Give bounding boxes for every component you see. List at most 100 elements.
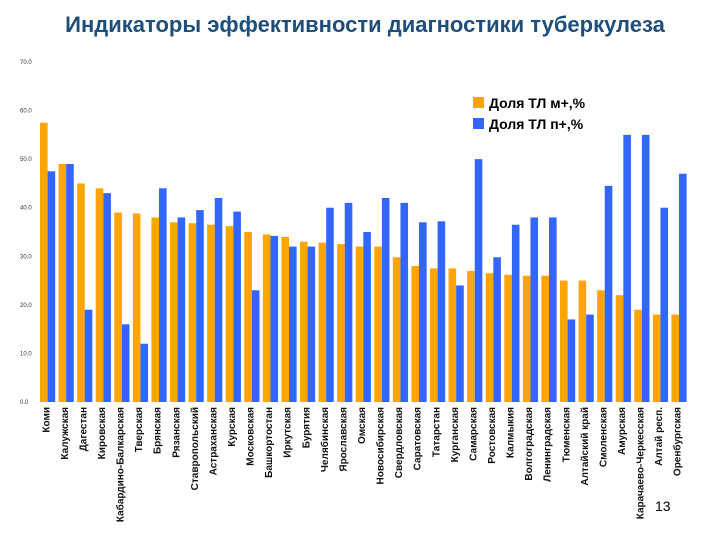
legend-label-series-2: Доля ТЛ п+,%: [489, 116, 584, 132]
x-category-label: Коми: [41, 407, 52, 433]
x-category-label: Брянская: [153, 407, 164, 454]
bar-series-2-19: [381, 198, 390, 402]
y-tick-label: 60.0: [20, 109, 32, 115]
bar-series-1-28: [541, 275, 550, 402]
bar-series-1-9: [188, 223, 197, 402]
bar-series-1-30: [578, 280, 587, 402]
bar-series-1-26: [504, 274, 512, 402]
bar-series-2-15: [307, 246, 316, 402]
bar-series-2-16: [326, 207, 334, 402]
bar-series-1-17: [337, 244, 345, 402]
bar-series-2-3: [84, 309, 93, 402]
bar-series-1-18: [355, 246, 364, 402]
bar-series-1-27: [522, 275, 531, 402]
x-category-label: Новосибирская: [375, 407, 387, 485]
x-category-label: Кабардино-Балкарская: [115, 407, 127, 522]
bar-series-2-10: [214, 198, 223, 402]
x-category-label: Рязанская: [171, 407, 182, 458]
x-category-label: Алтай респ.: [654, 407, 665, 466]
bar-series-2-17: [344, 202, 353, 402]
x-category-label: Саратовская: [413, 407, 424, 470]
bar-series-2-22: [437, 221, 446, 402]
bar-series-2-31: [604, 185, 613, 402]
y-tick-label: 50.0: [20, 157, 32, 163]
x-category-label: Ростовская: [487, 407, 498, 464]
x-category-label: Астраханская: [208, 407, 219, 476]
bar-series-1-1: [40, 122, 48, 403]
y-tick-label: 20.0: [20, 303, 32, 309]
legend: Доля ТЛ м+,% Доля ТЛ п+,%: [473, 95, 586, 132]
bar-series-2-12: [251, 290, 260, 402]
bar-series-1-12: [244, 232, 252, 402]
y-tick-label: 0.0: [20, 400, 29, 406]
legend-swatch-series-2: [473, 118, 484, 129]
bar-series-2-20: [400, 202, 409, 402]
x-category-label: Тверская: [134, 407, 145, 453]
x-axis-labels: Коми Калужская Дагестан Кировская Кабардино-…: [41, 407, 683, 522]
x-category-label: Самарская: [468, 407, 479, 461]
bar-series-1-33: [634, 309, 642, 402]
bar-series-1-21: [411, 266, 420, 402]
bar-series-1-24: [467, 270, 475, 402]
bar-series-2-2: [66, 164, 74, 402]
legend-label-series-1: Доля ТЛ м+,%: [489, 95, 586, 111]
bar-series-1-29: [560, 280, 568, 402]
bar-series-1-15: [300, 241, 308, 402]
bar-series-1-31: [597, 290, 605, 402]
bar-series-2-29: [567, 319, 576, 402]
y-tick-label: 70.0: [20, 60, 32, 66]
x-category-label: Амурская: [617, 407, 628, 455]
x-category-label: Смоленская: [598, 407, 609, 467]
bar-series-1-4: [95, 188, 104, 402]
bar-series-2-18: [363, 232, 371, 402]
bar-series-1-11: [225, 226, 234, 402]
bar-series-1-19: [374, 246, 382, 402]
bar-series-2-24: [474, 159, 483, 402]
x-category-label: Кировская: [97, 407, 108, 459]
y-tick-label: 40.0: [20, 206, 32, 212]
bar-series-1-3: [77, 183, 85, 402]
bar-series-1-25: [485, 273, 494, 402]
x-category-label: Калмыкия: [506, 407, 517, 458]
x-category-label: Алтайский край: [580, 407, 591, 486]
bar-series-2-23: [456, 285, 464, 402]
x-category-label: Омская: [357, 407, 368, 444]
x-category-label: Свердловская: [394, 407, 405, 478]
slide-title: Индикаторы эффективности диагностики туб…: [65, 12, 665, 37]
bar-series-1-5: [114, 212, 122, 402]
x-category-label: Курская: [227, 407, 238, 447]
bar-series-2-33: [641, 134, 650, 403]
x-category-label: Курганская: [450, 407, 461, 463]
bar-series-1-2: [58, 164, 67, 402]
bar-series-1-23: [448, 268, 457, 402]
bar-series-2-13: [270, 235, 279, 402]
bar-series-2-30: [586, 314, 594, 402]
bar-series-2-7: [159, 188, 167, 402]
bar-series-2-8: [177, 217, 186, 402]
legend-swatch-series-1: [473, 97, 484, 108]
bar-series-1-20: [392, 257, 401, 402]
bar-series-2-6: [140, 343, 149, 402]
x-category-label: Карачаево-Черкесская: [636, 407, 647, 519]
page-number: 13: [655, 498, 671, 514]
bar-series-2-35: [679, 173, 687, 402]
bar-series-2-28: [549, 217, 557, 402]
x-category-label: Башкортостан: [264, 407, 275, 478]
bar-series-2-32: [623, 134, 631, 403]
x-category-label: Ленинградская: [543, 407, 554, 482]
x-category-label: Калужская: [60, 407, 71, 460]
y-tick-label: 10.0: [20, 351, 32, 357]
y-axis: 0.0 10.0 20.0 30.0 40.0 50.0 60.0 70.0: [20, 60, 32, 406]
bar-series-1-32: [615, 295, 624, 402]
x-category-label: Московская: [246, 407, 257, 466]
x-category-label: Дагестан: [78, 407, 89, 451]
x-category-label: Оренбургская: [672, 407, 684, 476]
bar-series-2-11: [233, 211, 241, 402]
bar-series-2-9: [196, 210, 204, 402]
bar-series-1-13: [262, 234, 271, 402]
bar-series-2-34: [660, 207, 669, 402]
bar-series-2-25: [493, 257, 501, 402]
x-category-label: Волгоградская: [524, 407, 535, 481]
bar-series-1-14: [281, 236, 290, 402]
y-tick-label: 30.0: [20, 254, 32, 260]
